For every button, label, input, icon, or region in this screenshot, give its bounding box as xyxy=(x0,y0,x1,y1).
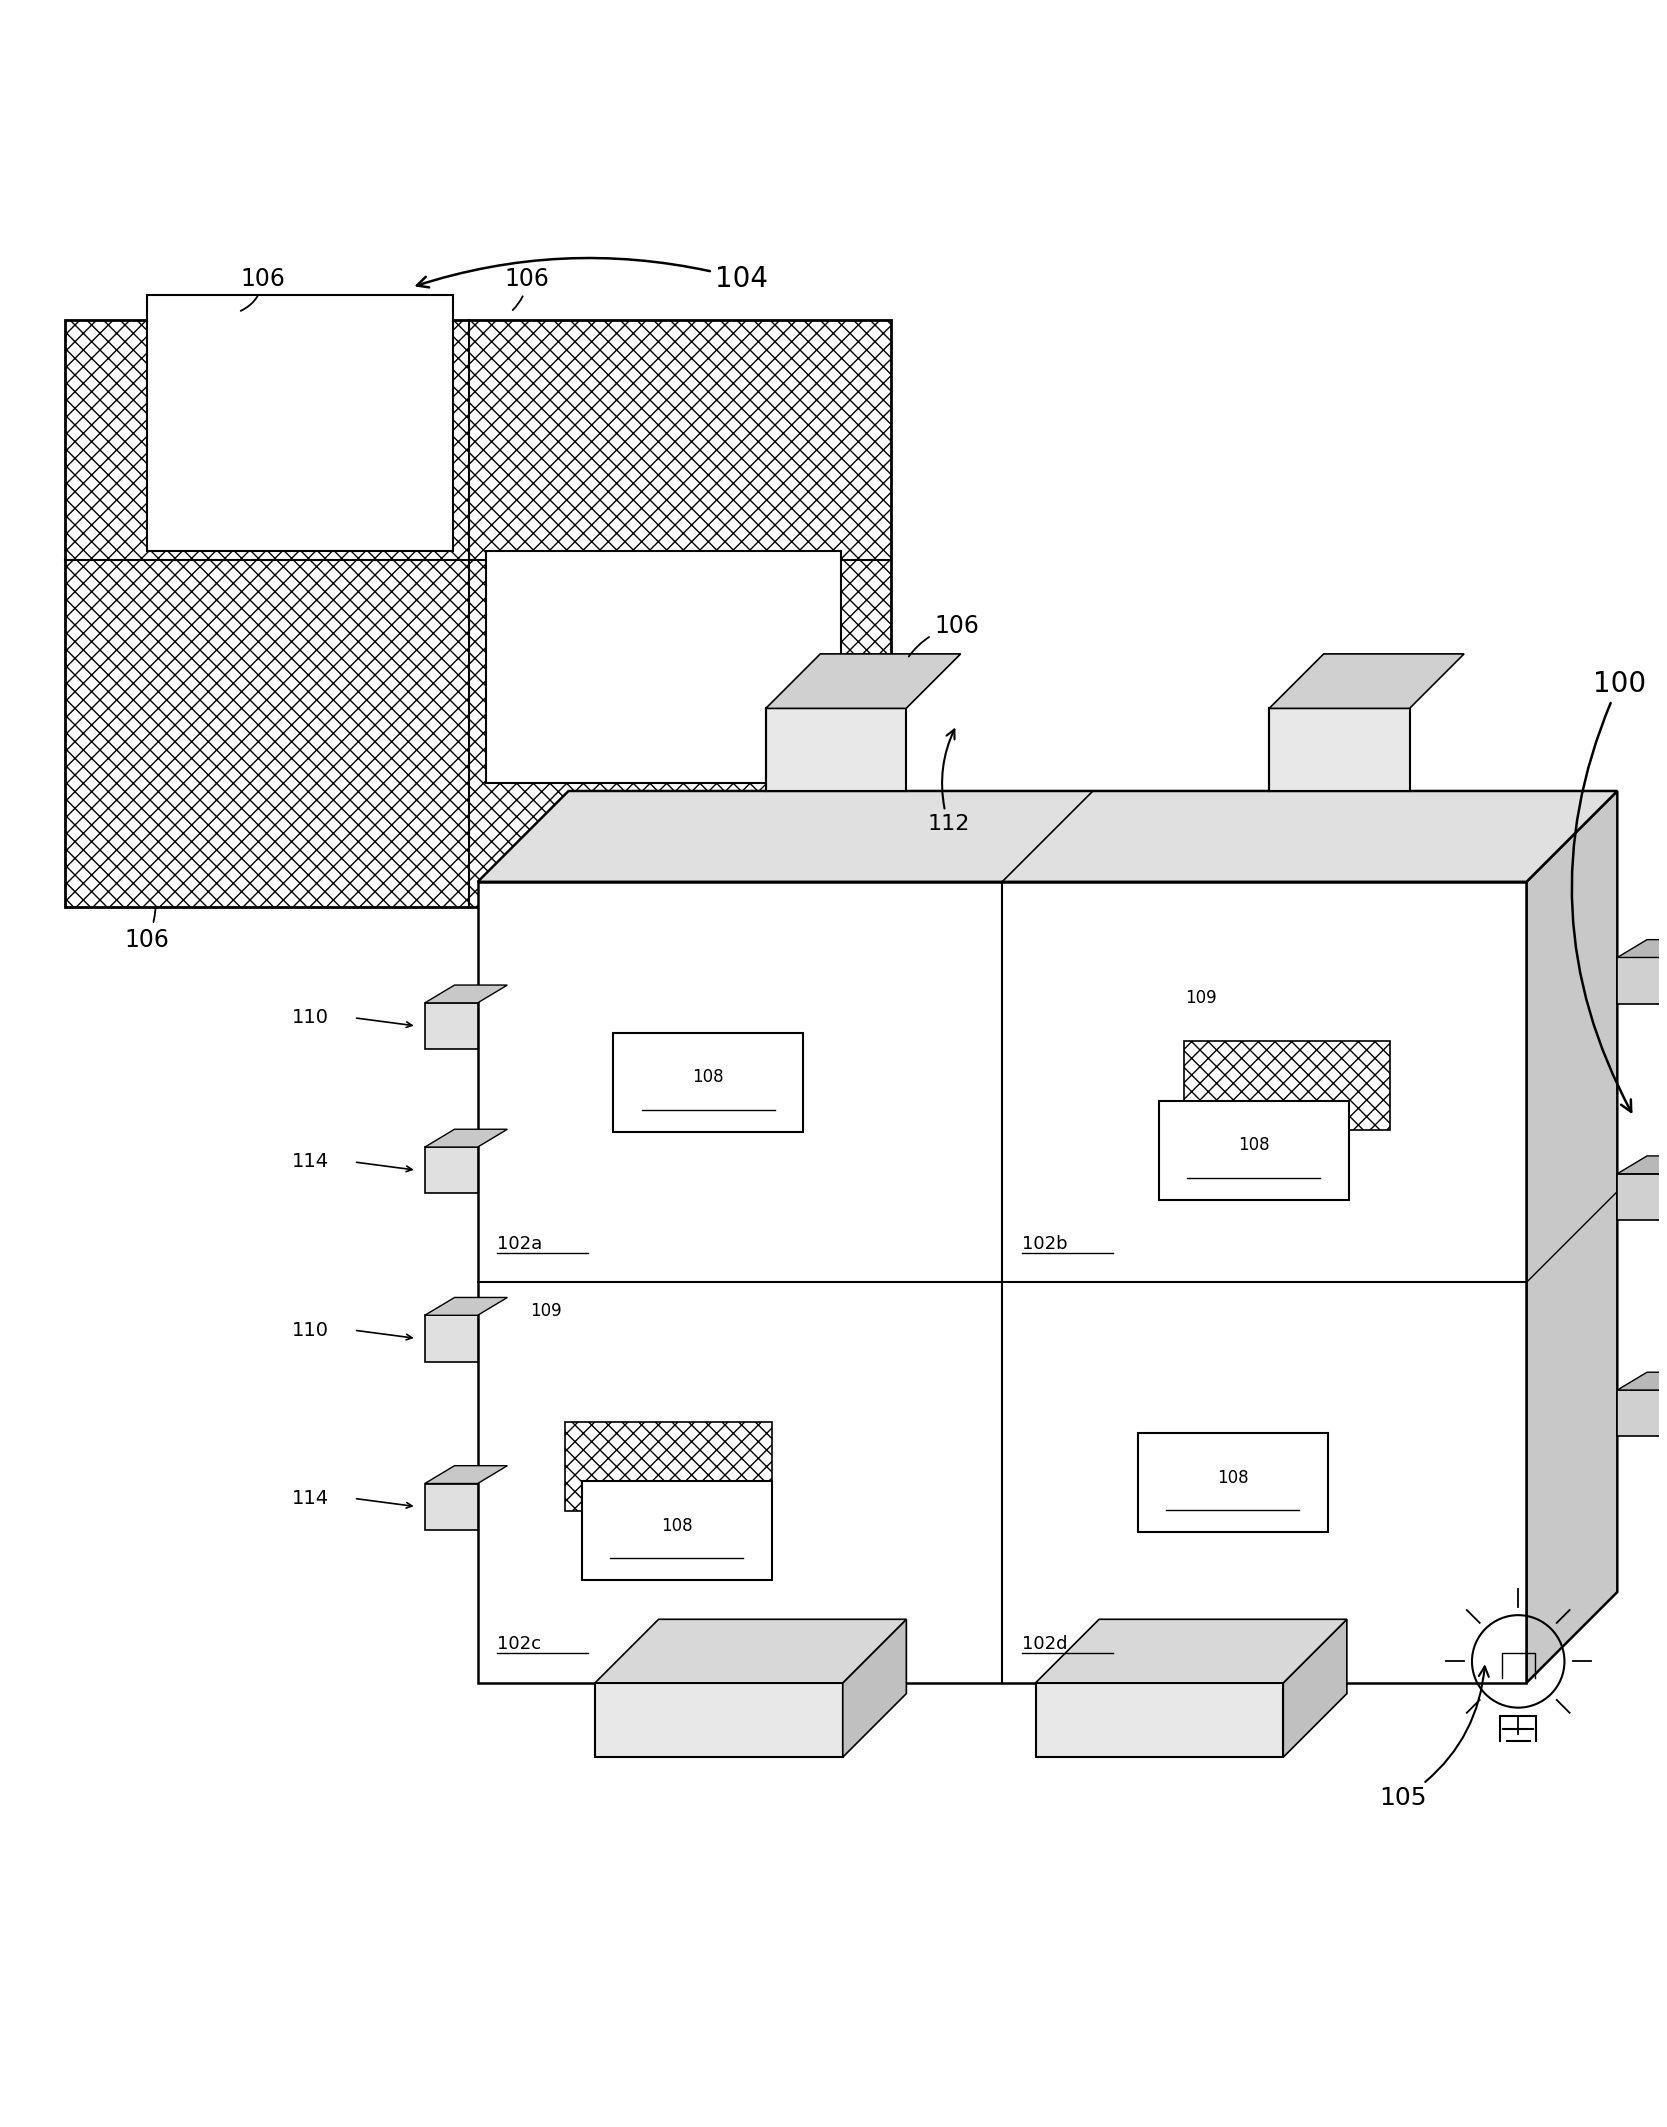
Text: 108: 108 xyxy=(1239,1136,1270,1155)
Bar xyxy=(65,321,890,906)
Text: 102a: 102a xyxy=(497,1234,543,1253)
Polygon shape xyxy=(1284,1619,1347,1757)
Bar xyxy=(478,883,1527,1682)
Bar xyxy=(425,1483,478,1529)
Bar xyxy=(613,1032,803,1132)
Bar xyxy=(147,296,453,551)
Text: 108: 108 xyxy=(662,1517,693,1536)
Text: 102c: 102c xyxy=(497,1636,542,1653)
Bar xyxy=(1617,1391,1667,1436)
Bar xyxy=(1617,957,1667,1004)
Bar xyxy=(425,1004,478,1049)
Text: 106: 106 xyxy=(505,268,550,311)
Bar xyxy=(1617,1174,1667,1221)
Text: 100: 100 xyxy=(1572,670,1645,1112)
Bar xyxy=(425,1146,478,1193)
Text: 110: 110 xyxy=(292,1008,328,1027)
Text: 102d: 102d xyxy=(1022,1636,1067,1653)
Text: 105: 105 xyxy=(1379,1665,1489,1810)
Polygon shape xyxy=(595,1619,907,1682)
Text: 106: 106 xyxy=(240,268,285,311)
Polygon shape xyxy=(478,791,1617,883)
Text: 109: 109 xyxy=(1185,989,1217,1008)
Bar xyxy=(1159,1100,1349,1200)
Bar xyxy=(1184,1040,1390,1129)
Polygon shape xyxy=(844,1619,907,1757)
Bar xyxy=(595,1682,844,1757)
Polygon shape xyxy=(765,653,960,708)
Polygon shape xyxy=(1035,1619,1347,1682)
Polygon shape xyxy=(425,1297,507,1314)
Text: 102b: 102b xyxy=(1022,1234,1067,1253)
Bar xyxy=(582,1480,772,1580)
Text: 104: 104 xyxy=(417,257,768,294)
Text: 106: 106 xyxy=(909,615,979,657)
Text: 112: 112 xyxy=(927,730,970,834)
Polygon shape xyxy=(1617,1372,1667,1391)
Bar xyxy=(425,1314,478,1361)
Polygon shape xyxy=(1617,1155,1667,1174)
Text: 108: 108 xyxy=(1217,1468,1249,1487)
Text: 108: 108 xyxy=(692,1068,723,1087)
Polygon shape xyxy=(1269,653,1464,708)
Polygon shape xyxy=(1617,940,1667,957)
Polygon shape xyxy=(1527,791,1617,1682)
Polygon shape xyxy=(425,1129,507,1146)
Bar xyxy=(485,551,842,783)
Text: 110: 110 xyxy=(292,1321,328,1340)
Bar xyxy=(765,708,907,791)
Text: 114: 114 xyxy=(292,1153,328,1172)
Text: 106: 106 xyxy=(125,910,170,951)
Polygon shape xyxy=(425,1466,507,1483)
Text: 109: 109 xyxy=(530,1302,562,1321)
Text: 114: 114 xyxy=(292,1489,328,1508)
Bar xyxy=(1035,1682,1284,1757)
Bar xyxy=(1139,1434,1329,1531)
Polygon shape xyxy=(425,985,507,1004)
Bar xyxy=(565,1421,772,1510)
Bar xyxy=(1269,708,1410,791)
